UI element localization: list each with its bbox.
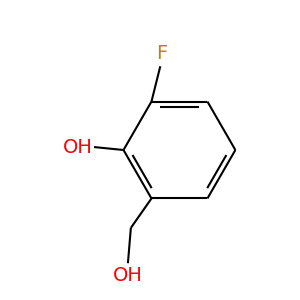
Text: F: F: [156, 44, 167, 63]
Text: OH: OH: [113, 266, 143, 285]
Text: OH: OH: [63, 138, 93, 157]
